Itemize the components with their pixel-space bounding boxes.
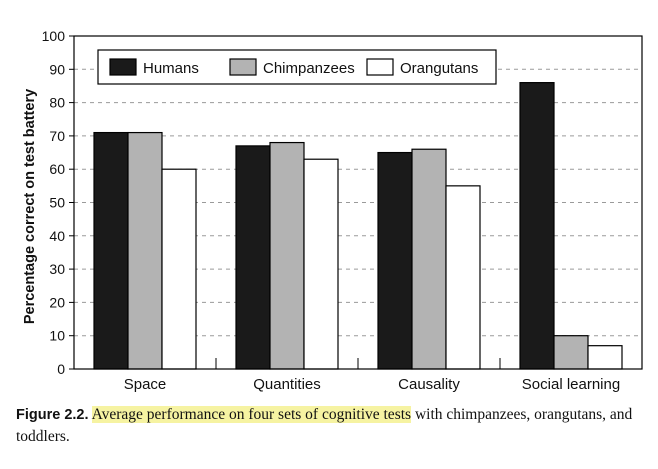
x-tick-label: Social learning [522,376,620,393]
legend-swatch [109,58,137,76]
figure-caption: Figure 2.2. Average performance on four … [16,404,646,447]
caption-rest-text: with chimpanzees, orangutans, and toddle… [16,406,633,445]
bar [303,158,339,370]
x-tick-label: Space [124,376,167,393]
x-tick-label: Quantities [253,376,321,393]
x-axis-ticks: Space Quantities Causality Social learning [124,358,620,393]
bar [587,345,623,370]
bar-chart: 0 10 20 30 40 50 60 70 80 90 100 Space Quantities Ca… [22,28,643,393]
bar [127,131,163,370]
y-tick-label: 10 [49,328,65,344]
figure-label: Figure 2.2. [16,407,89,423]
legend-swatch [229,58,257,76]
y-tick-label: 60 [49,161,65,177]
plot-frame [73,35,643,370]
y-tick-label: 90 [49,61,65,77]
y-tick-label: 70 [49,128,65,144]
y-tick-label: 30 [49,261,65,277]
legend-label: Chimpanzees [263,60,355,77]
bar [411,148,447,370]
y-tick-label: 0 [57,361,65,377]
bar [269,141,305,370]
legend-label: Orangutans [400,60,478,77]
legend: Humans Chimpanzees Orangutans [97,49,497,85]
bar [235,145,271,370]
legend-swatch [366,58,394,76]
y-tick-label: 100 [42,28,66,44]
y-tick-label: 40 [49,228,65,244]
bar [161,168,197,370]
bar [445,185,481,370]
legend-label: Humans [143,60,199,77]
bar [519,82,555,370]
y-axis-ticks: 0 10 20 30 40 50 60 70 80 90 100 [42,28,74,377]
legend-box [97,49,497,85]
y-tick-label: 50 [49,195,65,211]
x-tick-label: Causality [398,376,460,393]
bar [553,335,589,370]
caption-highlighted-text: Average performance on four sets of cogn… [91,406,412,423]
y-tick-label: 80 [49,95,65,111]
bar [93,131,129,370]
bar-group [93,82,623,370]
y-axis-label: Percentage correct on test battery [22,89,38,324]
bar [377,151,413,370]
y-tick-label: 20 [49,294,65,310]
